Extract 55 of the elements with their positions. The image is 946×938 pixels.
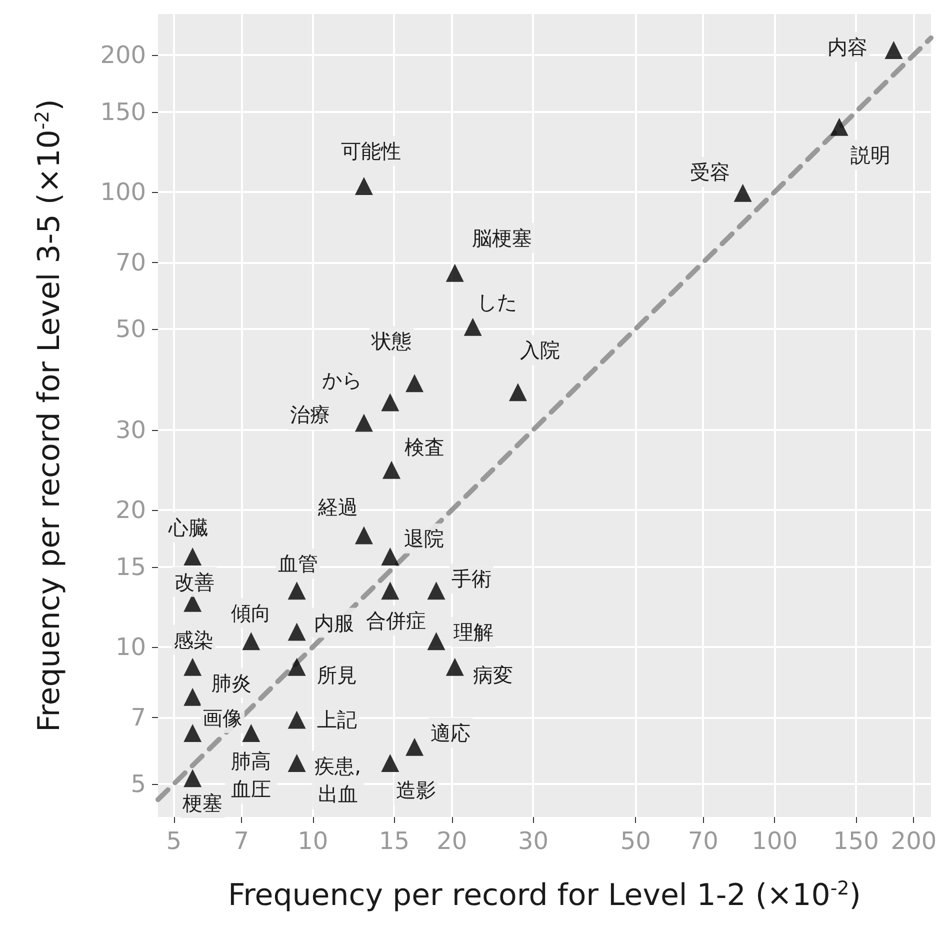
- annotation: 可能性: [340, 139, 401, 164]
- y-tick-label: 7: [130, 703, 146, 732]
- y-tick-label: 50: [115, 314, 146, 343]
- annotation: 心臓: [168, 516, 209, 540]
- annotation: 所見: [316, 662, 357, 687]
- y-tick-label: 15: [115, 552, 146, 581]
- y-tick-label: 100: [100, 178, 146, 206]
- annotation: 画像: [202, 706, 243, 730]
- x-tick-label: 10: [298, 827, 328, 855]
- annotation: 治療: [290, 402, 330, 427]
- annotation: 適応: [430, 720, 471, 745]
- annotation: 脳梗塞: [472, 226, 532, 250]
- annotation: 受容: [690, 160, 730, 184]
- annotation: 検査: [404, 434, 445, 459]
- annotation: から: [322, 368, 362, 392]
- annotation: 内服: [314, 610, 354, 635]
- annotation: 改善: [174, 570, 215, 594]
- annotation: した: [476, 290, 517, 314]
- annotation: 病変: [472, 662, 513, 687]
- x-tick-label: 30: [518, 827, 548, 855]
- annotation: 疾患,出血: [314, 754, 361, 806]
- annotation: 説明: [850, 142, 890, 167]
- x-tick-label: 7: [234, 827, 249, 855]
- x-tick-label: 20: [436, 827, 468, 855]
- annotation: 退院: [404, 526, 444, 551]
- x-tick-label: 5: [166, 827, 182, 855]
- annotation: 肺炎: [212, 670, 252, 695]
- x-tick-label: 15: [378, 827, 410, 855]
- y-tick-label: 150: [100, 98, 146, 126]
- y-tick-label: 200: [100, 40, 146, 69]
- x-tick-label: 200: [890, 827, 937, 855]
- annotation: 造影: [396, 778, 436, 802]
- x-tick-label: 100: [752, 827, 798, 855]
- y-tick-label: 10: [115, 632, 146, 661]
- annotation: 梗塞: [182, 791, 223, 816]
- annotation: 状態: [370, 329, 412, 354]
- annotation: 合併症: [366, 608, 426, 633]
- annotation: 経過: [316, 495, 358, 520]
- y-axis-title: Frequency per record for Level 3-5 (×10-2): [32, 99, 67, 732]
- annotation: 上記: [316, 708, 357, 732]
- annotation: 入院: [520, 338, 560, 362]
- x-tick-label: 50: [620, 827, 651, 855]
- x-tick-label: 70: [688, 827, 718, 855]
- y-tick-label: 5: [130, 770, 146, 798]
- y-tick-label: 70: [115, 248, 146, 276]
- annotation: 肺高血圧: [231, 749, 272, 802]
- annotation: 手術: [451, 566, 492, 591]
- annotation: 傾向: [231, 601, 272, 626]
- annotation: 理解: [453, 620, 494, 644]
- y-tick-label: 30: [115, 416, 146, 444]
- y-tick-label: 20: [115, 496, 146, 524]
- annotation: 内容: [828, 35, 868, 60]
- annotation: 血管: [278, 552, 318, 576]
- annotation: 感染: [174, 628, 214, 652]
- x-tick-label: 150: [833, 827, 879, 855]
